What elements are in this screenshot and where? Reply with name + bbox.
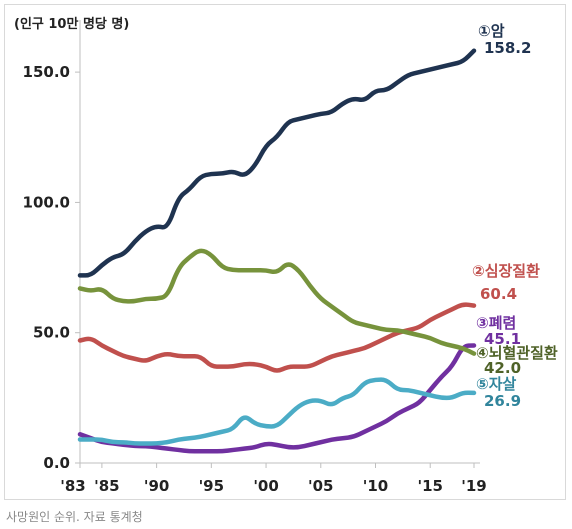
x-tick-label: '10 <box>363 477 388 495</box>
series-name-label: ④뇌혈관질환 <box>476 344 558 362</box>
x-tick-label: '00 <box>253 477 278 495</box>
series-name-label: ①암 <box>478 22 505 40</box>
unit-label: (인구 10만 명당 명) <box>14 17 130 32</box>
x-tick-label: '15 <box>417 477 442 495</box>
source-caption: 사망원인 순위. 자료 통계청 <box>6 510 143 524</box>
series-line <box>77 302 477 373</box>
series-name-label: ③폐렴 <box>476 314 516 332</box>
x-tick-label: '83 <box>60 477 85 495</box>
series-name-label: ⑤자살 <box>476 375 517 393</box>
x-tick-label: '05 <box>308 477 333 495</box>
x-tick-label: '19 <box>461 477 486 495</box>
series-value-label: 42.0 <box>484 359 521 377</box>
y-tick-label: 150.0 <box>23 63 70 81</box>
line-chart: 0.0 50.0 100.0 150.0 '83 '85 '90 '95 '00 '05 '10 '1… <box>23 20 558 495</box>
series-value-label: 60.4 <box>480 285 517 303</box>
series-value-label: 45.1 <box>484 330 521 348</box>
series-line <box>77 248 477 356</box>
chart-frame <box>4 4 566 500</box>
x-tick-label: '90 <box>144 477 169 495</box>
series-name-label: ②심장질환 <box>472 262 540 280</box>
y-tick-label: 100.0 <box>23 193 70 211</box>
series-line <box>77 343 477 454</box>
series-value-label: 26.9 <box>484 392 521 410</box>
x-tick-label: '85 <box>94 477 119 495</box>
x-tick-label: '95 <box>199 477 224 495</box>
series-line <box>77 377 477 446</box>
series-line <box>77 48 477 278</box>
y-tick-label: 0.0 <box>43 454 70 472</box>
y-tick-label: 50.0 <box>33 324 70 342</box>
series-value-label: 158.2 <box>484 39 531 57</box>
